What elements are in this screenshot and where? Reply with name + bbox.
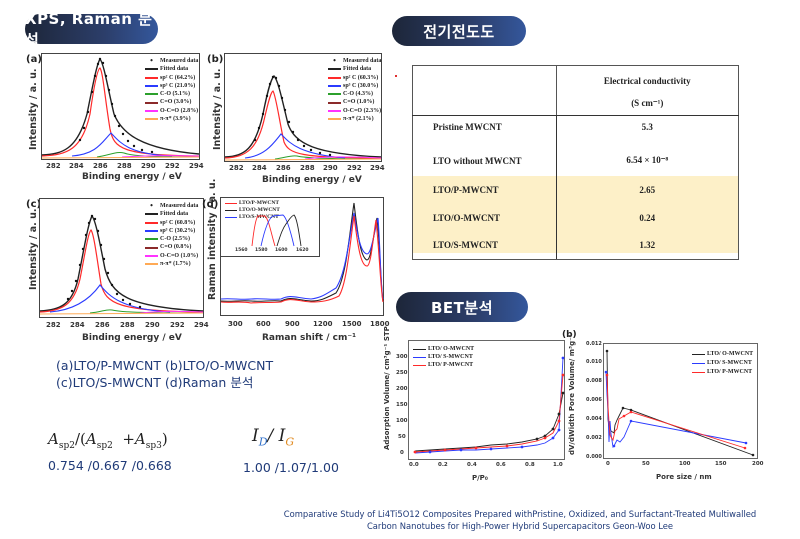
xps-a-ylabel: Intensity / a. u. bbox=[28, 68, 39, 150]
xps-b-plot-area: • Measured data Fitted data sp² C (60.3%)… bbox=[224, 53, 382, 162]
xps-a-plot-area: • Measured data Fitted data sp² C (64.2%)… bbox=[41, 53, 200, 160]
caption-line-2: (c)LTO/S-MWCNT (d)Raman 분석 bbox=[56, 375, 254, 390]
conductivity-section-title: 전기전도도 bbox=[392, 16, 526, 46]
reference-line-1: Comparative Study of Li4Ti5O12 Composite… bbox=[283, 509, 757, 519]
bet-section-title: BET분석 bbox=[396, 292, 528, 322]
figure-caption: (a)LTO/P-MWCNT (b)LTO/O-MWCNT (c)LTO/S-M… bbox=[56, 357, 273, 391]
xps-raman-section-title: XPS, Raman 분석 bbox=[25, 10, 158, 49]
xps-b-curves bbox=[224, 75, 382, 161]
id-ig-values: 1.00 /1.07/1.00 bbox=[243, 460, 339, 475]
table-row: Pristine MWCNT 5.3 bbox=[412, 115, 740, 146]
conductivity-table: Electrical conductivity (S cm⁻¹) Pristin… bbox=[412, 65, 740, 260]
paper-reference: Comparative Study of Li4Ti5O12 Composite… bbox=[250, 508, 790, 532]
isotherm-curves bbox=[413, 356, 565, 454]
table-row-highlight: LTO/O-MWCNT 0.24 bbox=[412, 203, 740, 232]
red-dot-marker bbox=[395, 75, 397, 77]
raman-inset-curves bbox=[251, 214, 302, 247]
table-row: LTO without MWCNT 6.54 × 10⁻⁸ bbox=[412, 145, 740, 176]
raman-inset: (d) LTO/P-MWCNT LTO/O-MWCNT LTO/S-MWCNT … bbox=[202, 198, 320, 257]
xps-c-legend: • Measured data Fitted data sp² C (60.8%)… bbox=[145, 202, 198, 268]
panel-label-a: (a) bbox=[26, 54, 42, 65]
header-conductivity: Electrical conductivity bbox=[603, 76, 691, 86]
isotherm-legend: LTO/ O-MWCNT LTO/ S-MWCNT LTO/ P-MWCNT bbox=[413, 345, 474, 369]
pore-curves bbox=[604, 349, 755, 457]
raman-xlabel: Raman shift / cm⁻¹ bbox=[262, 333, 357, 343]
xps-c-curves bbox=[39, 214, 204, 315]
sp2-ratio-values: 0.754 /0.667 /0.668 bbox=[48, 458, 172, 473]
raman-curves bbox=[220, 202, 384, 304]
header-unit: (S cm⁻¹) bbox=[631, 98, 664, 108]
isotherm-plot-area: LTO/ O-MWCNT LTO/ S-MWCNT LTO/ P-MWCNT bbox=[408, 340, 565, 460]
xps-c-plot-area: • Measured data Fitted data sp² C (60.8%)… bbox=[39, 198, 204, 318]
isotherm-ylabel: Adsorption Volume/ cm³g⁻¹ STP bbox=[383, 326, 391, 450]
panel-label-b: (b) bbox=[207, 54, 224, 65]
xps-a-legend: • Measured data Fitted data sp² C (64.2%)… bbox=[145, 57, 198, 123]
raman-legend: LTO/P-MWCNT LTO/O-MWCNT LTO/S-MWCNT bbox=[225, 200, 280, 221]
xps-c-ylabel: Intensity / a. u. bbox=[28, 208, 39, 290]
isotherm-xlabel: P/P₀ bbox=[472, 474, 488, 482]
pore-plot-area: LTO/ O-MWCNT LTO/ S-MWCNT LTO/ P-MWCNT bbox=[603, 343, 758, 459]
pore-panel-label-b: (b) bbox=[562, 330, 577, 340]
xps-b-ylabel: Intensity / a. u. bbox=[212, 68, 223, 150]
pore-legend: LTO/ O-MWCNT LTO/ S-MWCNT LTO/ P-MWCNT bbox=[692, 350, 753, 377]
raman-plot-area: (d) LTO/P-MWCNT LTO/O-MWCNT LTO/S-MWCNT … bbox=[202, 197, 384, 316]
xps-b-xlabel: Binding energy / eV bbox=[262, 175, 362, 185]
raman-ylabel: Raman intensity / a. u. bbox=[207, 178, 218, 300]
caption-line-1: (a)LTO/P-MWCNT (b)LTO/O-MWCNT bbox=[56, 358, 274, 373]
xps-c-xlabel: Binding energy / eV bbox=[82, 333, 182, 343]
sp2-ratio-formula: Asp2/(Asp2 +Asp3) bbox=[48, 430, 168, 451]
xps-b-legend: • Measured data Fitted data sp² C (60.3%)… bbox=[328, 57, 381, 123]
reference-line-2: Carbon Nanotubes for High-Power Hybrid S… bbox=[366, 521, 674, 531]
xps-a-xlabel: Binding energy / eV bbox=[82, 172, 182, 182]
table-header-row: Electrical conductivity (S cm⁻¹) bbox=[412, 65, 740, 116]
pore-xlabel: Pore size / nm bbox=[656, 473, 712, 481]
panel-label-c: (c) bbox=[26, 199, 42, 210]
table-row-highlight: LTO/S-MWCNT 1.32 bbox=[412, 231, 740, 260]
table-row-highlight: LTO/P-MWCNT 2.65 bbox=[412, 175, 740, 204]
id-ig-formula: ID/ IG bbox=[252, 426, 295, 449]
panel-label-d: (d) bbox=[202, 199, 219, 210]
pore-ylabel: dV/dWidth Pore Volume/ m³g⁻¹ bbox=[568, 334, 576, 455]
xps-a-curves bbox=[41, 57, 200, 159]
